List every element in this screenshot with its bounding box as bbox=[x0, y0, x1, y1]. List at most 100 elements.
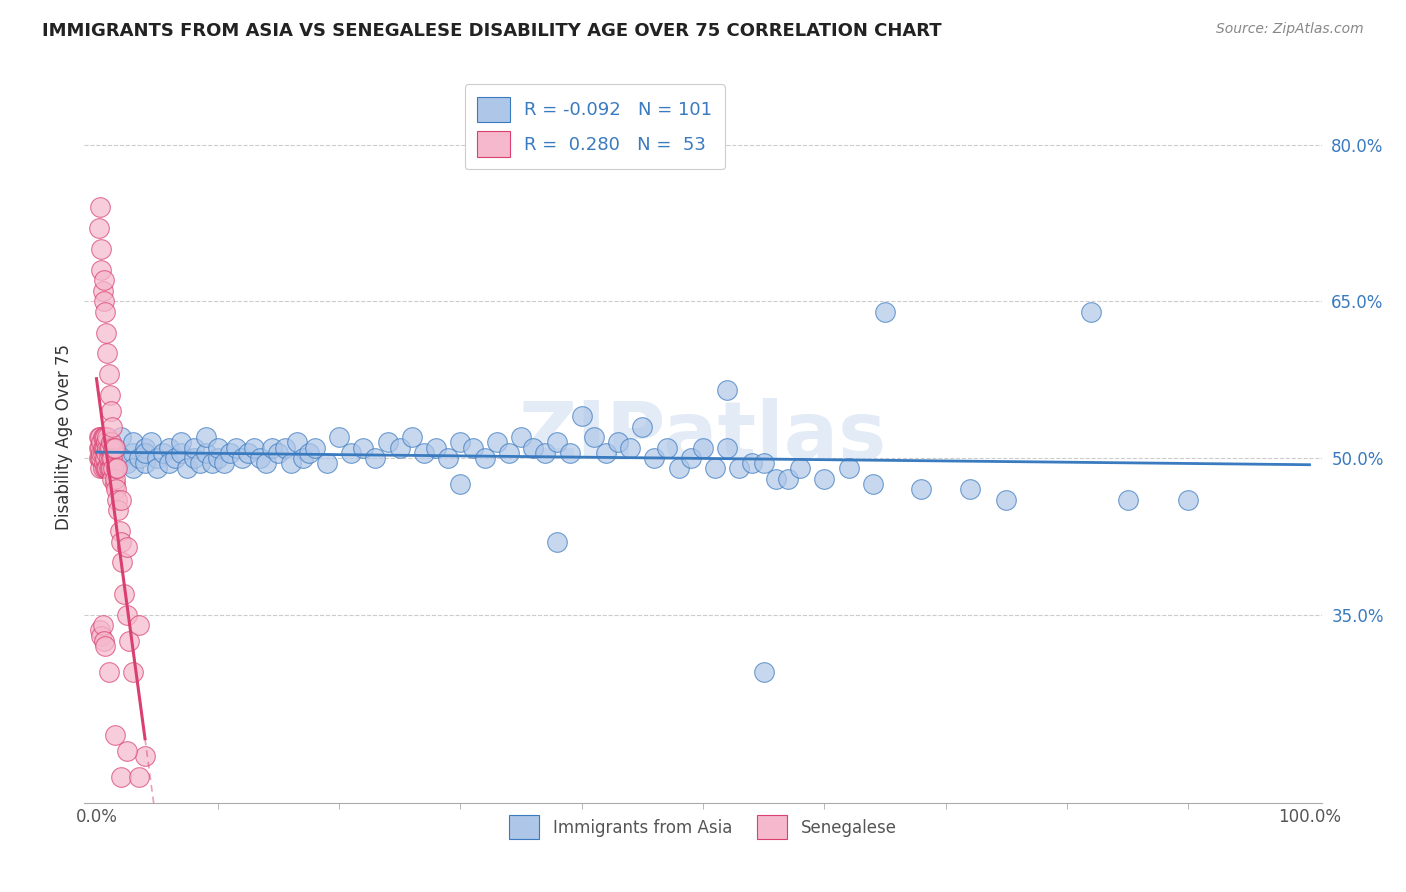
Point bbox=[100, 450, 122, 465]
Point bbox=[249, 450, 271, 465]
Point bbox=[91, 446, 114, 460]
Point bbox=[89, 461, 111, 475]
Point bbox=[328, 430, 350, 444]
Point bbox=[188, 456, 211, 470]
Point bbox=[262, 441, 284, 455]
Point bbox=[90, 242, 112, 256]
Point bbox=[101, 472, 124, 486]
Point bbox=[474, 450, 496, 465]
Point bbox=[103, 441, 125, 455]
Point bbox=[115, 540, 138, 554]
Point bbox=[194, 430, 217, 444]
Point bbox=[97, 461, 120, 475]
Point bbox=[104, 483, 127, 497]
Point bbox=[104, 441, 127, 455]
Point bbox=[838, 461, 860, 475]
Point bbox=[104, 477, 127, 491]
Point bbox=[115, 607, 138, 622]
Point bbox=[157, 456, 180, 470]
Point bbox=[643, 450, 665, 465]
Point bbox=[108, 524, 131, 538]
Point bbox=[122, 446, 145, 460]
Point bbox=[128, 450, 150, 465]
Point bbox=[87, 441, 110, 455]
Text: Source: ZipAtlas.com: Source: ZipAtlas.com bbox=[1216, 22, 1364, 37]
Point bbox=[352, 441, 374, 455]
Point bbox=[146, 450, 169, 465]
Point bbox=[100, 435, 122, 450]
Point bbox=[207, 441, 229, 455]
Point bbox=[90, 263, 112, 277]
Point bbox=[94, 430, 117, 444]
Point bbox=[595, 446, 617, 460]
Point bbox=[115, 456, 138, 470]
Point bbox=[728, 461, 751, 475]
Point bbox=[752, 665, 775, 680]
Point bbox=[388, 441, 411, 455]
Point bbox=[89, 441, 111, 455]
Point bbox=[104, 472, 127, 486]
Point bbox=[105, 492, 128, 507]
Point bbox=[110, 430, 132, 444]
Point bbox=[157, 441, 180, 455]
Point bbox=[93, 430, 115, 444]
Legend: Immigrants from Asia, Senegalese: Immigrants from Asia, Senegalese bbox=[503, 809, 903, 846]
Point bbox=[94, 639, 117, 653]
Point bbox=[96, 326, 118, 340]
Point bbox=[194, 446, 217, 460]
Point bbox=[100, 404, 122, 418]
Point bbox=[704, 461, 727, 475]
Point bbox=[340, 446, 363, 460]
Point bbox=[231, 450, 253, 465]
Point bbox=[98, 461, 121, 475]
Point bbox=[98, 388, 121, 402]
Point bbox=[765, 472, 787, 486]
Point bbox=[558, 446, 581, 460]
Point bbox=[485, 435, 508, 450]
Point bbox=[510, 430, 533, 444]
Point bbox=[146, 461, 169, 475]
Point bbox=[93, 294, 115, 309]
Point bbox=[910, 483, 932, 497]
Point bbox=[1116, 492, 1139, 507]
Point bbox=[110, 450, 132, 465]
Point bbox=[207, 450, 229, 465]
Point bbox=[364, 450, 387, 465]
Point bbox=[298, 446, 321, 460]
Point bbox=[96, 441, 118, 455]
Point bbox=[655, 441, 678, 455]
Point bbox=[813, 472, 835, 486]
Point bbox=[97, 456, 120, 470]
Point bbox=[97, 665, 120, 680]
Point bbox=[122, 461, 145, 475]
Point bbox=[94, 461, 117, 475]
Point bbox=[679, 450, 702, 465]
Point bbox=[619, 441, 641, 455]
Point bbox=[134, 456, 156, 470]
Point bbox=[607, 435, 630, 450]
Point bbox=[118, 633, 141, 648]
Point bbox=[90, 450, 112, 465]
Point bbox=[752, 456, 775, 470]
Point bbox=[100, 461, 122, 475]
Point bbox=[873, 304, 896, 318]
Point bbox=[280, 456, 302, 470]
Point bbox=[89, 200, 111, 214]
Point bbox=[104, 728, 127, 742]
Point bbox=[110, 492, 132, 507]
Point bbox=[87, 430, 110, 444]
Point bbox=[110, 534, 132, 549]
Point bbox=[165, 450, 187, 465]
Point bbox=[862, 477, 884, 491]
Point bbox=[93, 273, 115, 287]
Point bbox=[103, 461, 125, 475]
Point bbox=[201, 456, 224, 470]
Point bbox=[122, 665, 145, 680]
Point bbox=[225, 441, 247, 455]
Point bbox=[96, 461, 118, 475]
Point bbox=[401, 430, 423, 444]
Point bbox=[87, 450, 110, 465]
Point bbox=[89, 450, 111, 465]
Point bbox=[243, 441, 266, 455]
Point bbox=[139, 435, 162, 450]
